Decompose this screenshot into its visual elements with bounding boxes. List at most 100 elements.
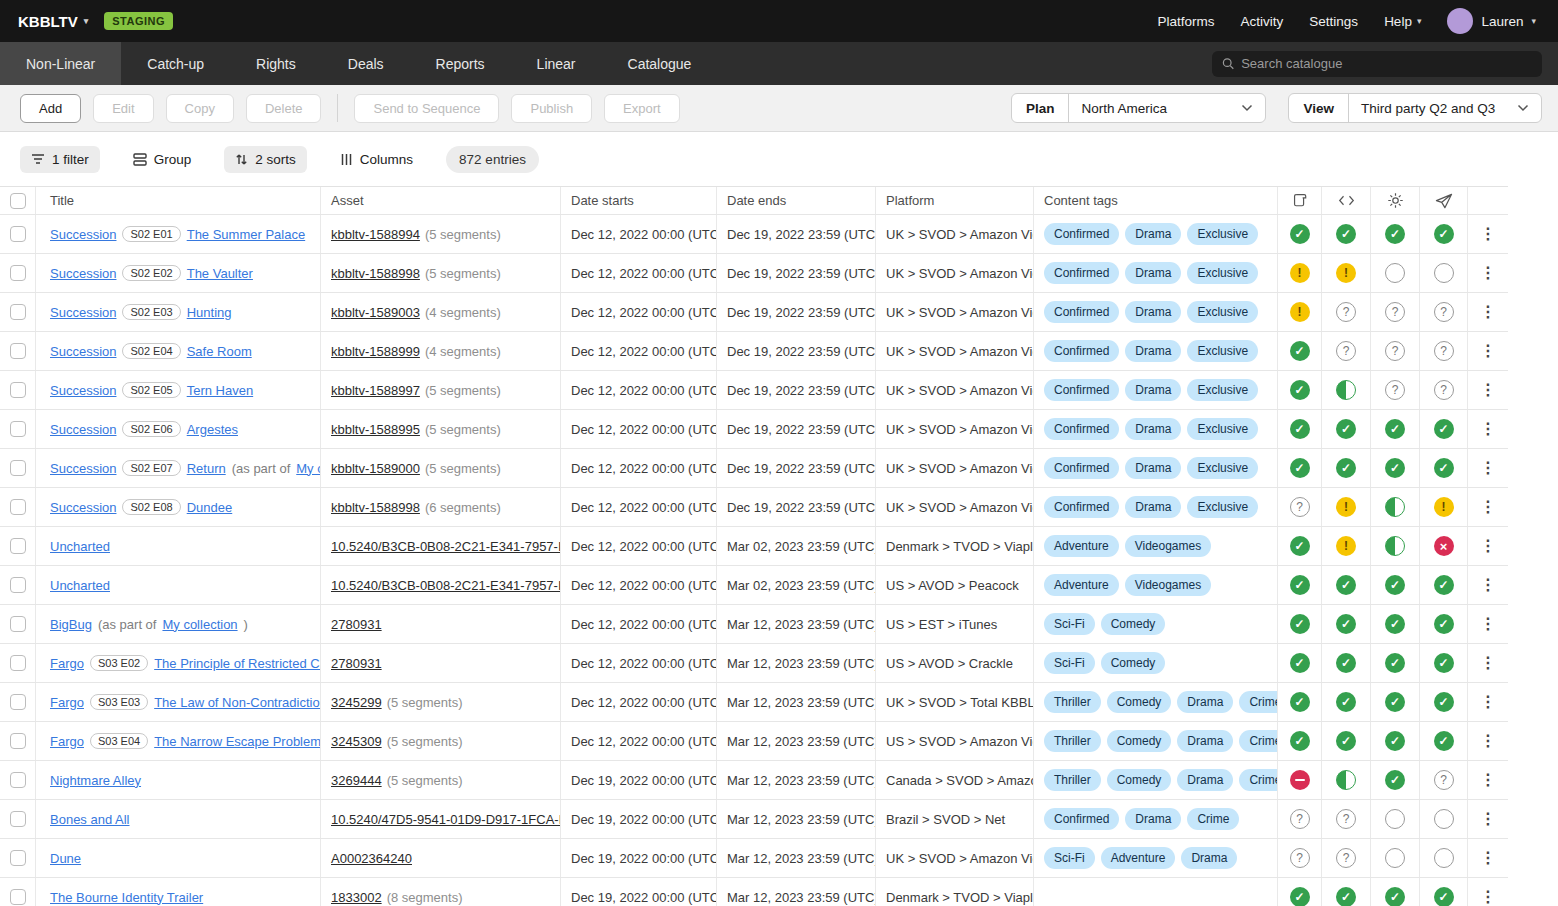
kebab-menu-icon[interactable]: ⋮ [1480, 811, 1496, 827]
column-header-script[interactable] [1278, 187, 1322, 214]
asset-link[interactable]: 10.5240/B3CB-0B08-2C21-E341-7957-I [331, 578, 561, 593]
asset-link[interactable]: kbbltv-1588998 [331, 500, 420, 515]
title-episode-link[interactable]: Return [187, 461, 226, 476]
title-series-link[interactable]: Succession [50, 422, 116, 437]
asset-link[interactable]: A0002364240 [331, 851, 412, 866]
tab-linear[interactable]: Linear [511, 42, 602, 85]
row-checkbox[interactable] [10, 577, 26, 593]
row-checkbox[interactable] [10, 304, 26, 320]
select-all-checkbox[interactable] [10, 193, 26, 209]
asset-link[interactable]: kbbltv-1588999 [331, 344, 420, 359]
kebab-menu-icon[interactable]: ⋮ [1480, 265, 1496, 281]
column-header-settings[interactable] [1371, 187, 1420, 214]
kebab-menu-icon[interactable]: ⋮ [1480, 889, 1496, 905]
kebab-menu-icon[interactable]: ⋮ [1480, 577, 1496, 593]
send-to-sequence-button[interactable]: Send to Sequence [354, 94, 499, 123]
view-select[interactable]: Third party Q2 and Q3 [1349, 94, 1541, 122]
columns-chip[interactable]: Columns [329, 146, 424, 173]
column-header-date-ends[interactable]: Date ends [717, 187, 876, 214]
search-input[interactable] [1241, 56, 1532, 71]
topbar-link-platforms[interactable]: Platforms [1158, 14, 1215, 29]
publish-button[interactable]: Publish [511, 94, 592, 123]
delete-button[interactable]: Delete [246, 94, 322, 123]
title-series-link[interactable]: Succession [50, 344, 116, 359]
topbar-link-activity[interactable]: Activity [1241, 14, 1284, 29]
title-series-link[interactable]: Uncharted [50, 539, 110, 554]
row-checkbox[interactable] [10, 850, 26, 866]
title-series-link[interactable]: Uncharted [50, 578, 110, 593]
title-series-link[interactable]: Fargo [50, 656, 84, 671]
kebab-menu-icon[interactable]: ⋮ [1480, 304, 1496, 320]
brand-menu[interactable]: KBBLTV ▾ [18, 13, 88, 30]
column-header-date-starts[interactable]: Date starts [561, 187, 717, 214]
asset-link[interactable]: kbbltv-1588998 [331, 266, 420, 281]
title-episode-link[interactable]: Tern Haven [187, 383, 253, 398]
tab-non-linear[interactable]: Non-Linear [0, 42, 121, 85]
row-checkbox[interactable] [10, 616, 26, 632]
kebab-menu-icon[interactable]: ⋮ [1480, 616, 1496, 632]
asset-link[interactable]: 2780931 [331, 617, 382, 632]
row-checkbox[interactable] [10, 772, 26, 788]
tab-rights[interactable]: Rights [230, 42, 322, 85]
kebab-menu-icon[interactable]: ⋮ [1480, 382, 1496, 398]
kebab-menu-icon[interactable]: ⋮ [1480, 694, 1496, 710]
asset-link[interactable]: 2780931 [331, 656, 382, 671]
row-checkbox[interactable] [10, 655, 26, 671]
row-checkbox[interactable] [10, 499, 26, 515]
tab-reports[interactable]: Reports [410, 42, 511, 85]
copy-button[interactable]: Copy [166, 94, 234, 123]
asset-link[interactable]: kbbltv-1588995 [331, 422, 420, 437]
asset-link[interactable]: 3245309 [331, 734, 382, 749]
title-episode-link[interactable]: Safe Room [187, 344, 252, 359]
column-header-code[interactable] [1322, 187, 1371, 214]
asset-link[interactable]: 3245299 [331, 695, 382, 710]
asset-link[interactable]: kbbltv-1588997 [331, 383, 420, 398]
kebab-menu-icon[interactable]: ⋮ [1480, 538, 1496, 554]
filters-chip[interactable]: 1 filter [20, 146, 100, 173]
row-checkbox[interactable] [10, 733, 26, 749]
title-series-link[interactable]: Dune [50, 851, 81, 866]
kebab-menu-icon[interactable]: ⋮ [1480, 850, 1496, 866]
asset-link[interactable]: kbbltv-1589000 [331, 461, 420, 476]
title-series-link[interactable]: Succession [50, 461, 116, 476]
title-episode-link[interactable]: The Narrow Escape Problem [154, 734, 321, 749]
row-checkbox[interactable] [10, 265, 26, 281]
row-checkbox[interactable] [10, 226, 26, 242]
asset-link[interactable]: 10.5240/47D5-9541-01D9-D917-1FCA-E [331, 812, 561, 827]
tab-deals[interactable]: Deals [322, 42, 410, 85]
tab-catch-up[interactable]: Catch-up [121, 42, 230, 85]
title-series-link[interactable]: Bones and All [50, 812, 130, 827]
asset-link[interactable]: 3269444 [331, 773, 382, 788]
kebab-menu-icon[interactable]: ⋮ [1480, 421, 1496, 437]
row-checkbox[interactable] [10, 694, 26, 710]
collection-link[interactable]: My colle [296, 461, 321, 476]
sorts-chip[interactable]: 2 sorts [224, 146, 307, 173]
row-checkbox[interactable] [10, 889, 26, 905]
kebab-menu-icon[interactable]: ⋮ [1480, 343, 1496, 359]
title-episode-link[interactable]: The Summer Palace [187, 227, 306, 242]
title-series-link[interactable]: Succession [50, 266, 116, 281]
row-checkbox[interactable] [10, 343, 26, 359]
title-episode-link[interactable]: Hunting [187, 305, 232, 320]
asset-link[interactable]: kbbltv-1589003 [331, 305, 420, 320]
title-series-link[interactable]: Fargo [50, 695, 84, 710]
row-checkbox[interactable] [10, 538, 26, 554]
title-series-link[interactable]: Succession [50, 305, 116, 320]
title-series-link[interactable]: Succession [50, 383, 116, 398]
kebab-menu-icon[interactable]: ⋮ [1480, 460, 1496, 476]
plan-select[interactable]: North America [1069, 94, 1265, 122]
title-episode-link[interactable]: The Law of Non-Contradiction [154, 695, 321, 710]
column-header-title[interactable]: Title [36, 187, 321, 214]
title-series-link[interactable]: The Bourne Identity Trailer [50, 890, 203, 905]
collection-link[interactable]: My collection [162, 617, 237, 632]
topbar-link-settings[interactable]: Settings [1309, 14, 1358, 29]
tab-catalogue[interactable]: Catalogue [602, 42, 718, 85]
column-header-send[interactable] [1420, 187, 1468, 214]
asset-link[interactable]: 10.5240/B3CB-0B08-2C21-E341-7957-I [331, 539, 561, 554]
title-series-link[interactable]: Nightmare Alley [50, 773, 141, 788]
edit-button[interactable]: Edit [93, 94, 153, 123]
title-series-link[interactable]: BigBug [50, 617, 92, 632]
title-series-link[interactable]: Succession [50, 227, 116, 242]
row-checkbox[interactable] [10, 382, 26, 398]
column-header-platform[interactable]: Platform [876, 187, 1034, 214]
